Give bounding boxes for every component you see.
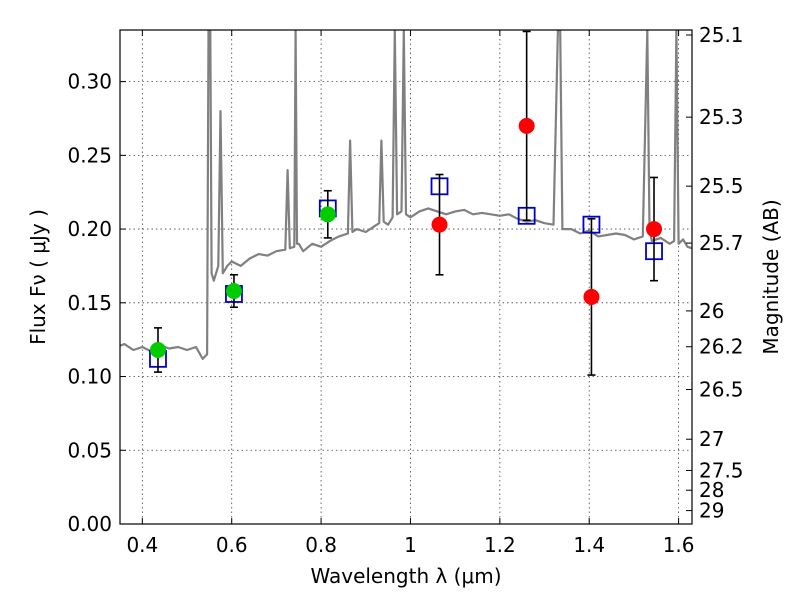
red-data-point — [583, 288, 600, 305]
y-tick-label: 0.00 — [67, 512, 112, 536]
y-axis-label: Flux Fν ( μJy ) — [26, 209, 50, 345]
y-tick-label: 0.30 — [67, 70, 112, 94]
spectrum-layer — [120, 30, 692, 360]
red-data-point — [518, 117, 535, 134]
marker-layer — [149, 30, 663, 376]
right-tick-label: 29 — [699, 499, 724, 523]
right-tick-label: 28 — [699, 478, 724, 502]
y-axis-right-label: Magnitude (AB) — [759, 199, 783, 354]
right-tick-label: 25.5 — [699, 174, 744, 198]
right-tick-label: 26.5 — [699, 378, 744, 402]
x-tick-label: 1 — [404, 533, 417, 557]
x-tick-label: 1.6 — [663, 533, 695, 557]
right-tick-label: 25.7 — [699, 231, 744, 255]
right-tick-label: 27.5 — [699, 458, 744, 482]
right-tick-label: 26 — [699, 299, 724, 323]
grid-layer — [120, 30, 692, 525]
right-tick-label: 25.3 — [699, 105, 744, 129]
x-tick-label: 1.4 — [573, 533, 605, 557]
x-tick-label: 0.6 — [216, 533, 248, 557]
y-tick-label: 0.05 — [67, 438, 112, 462]
green-data-point — [319, 206, 336, 223]
x-tick-label: 0.4 — [126, 533, 158, 557]
green-data-point — [149, 341, 166, 358]
x-tick-label: 1.2 — [484, 533, 516, 557]
spectrum-line — [120, 30, 692, 360]
label-layer: 0.4 0.6 0.8 1 1.2 1.4 1.6 0.00 0.05 0.10 0.15 0.20 0… — [67, 23, 743, 557]
y-tick-label: 0.10 — [67, 365, 112, 389]
right-tick-label: 27 — [699, 427, 724, 451]
x-tick-label: 0.8 — [305, 533, 337, 557]
green-data-point — [225, 283, 242, 300]
red-data-point — [646, 221, 663, 238]
y-tick-label: 0.20 — [67, 217, 112, 241]
plot-frame — [119, 29, 693, 525]
y-tick-label: 0.15 — [67, 291, 112, 315]
x-axis-label: Wavelength λ (μm) — [310, 564, 501, 588]
tick-layer — [120, 30, 692, 525]
y-tick-label: 0.25 — [67, 143, 112, 167]
right-tick-label: 26.2 — [699, 335, 744, 359]
right-tick-label: 25.1 — [699, 23, 744, 47]
red-data-point — [431, 216, 448, 233]
